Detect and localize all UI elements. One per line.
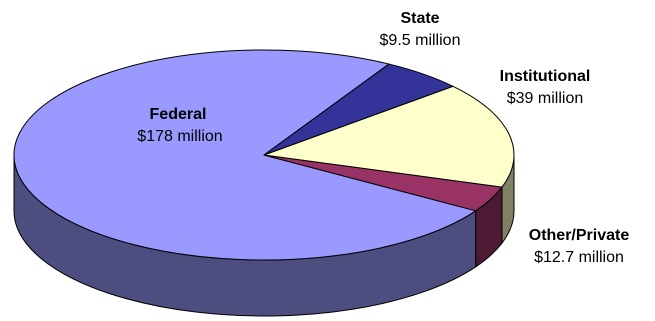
slice-institutional xyxy=(263,85,515,188)
label-other-private-name: Other/Private xyxy=(529,227,630,244)
label-state-name: State xyxy=(400,10,439,27)
pie-sides xyxy=(13,154,515,317)
label-institutional-value: $39 million xyxy=(507,90,583,107)
label-institutional: Institutional $39 million xyxy=(500,68,591,107)
pie-slices xyxy=(13,49,515,261)
label-federal: Federal $178 million xyxy=(137,106,222,145)
label-state-value: $9.5 million xyxy=(380,32,461,49)
label-federal-value: $178 million xyxy=(137,128,222,145)
label-other-private: Other/Private $12.7 million xyxy=(529,227,630,266)
slice-federal xyxy=(13,49,477,261)
label-federal-name: Federal xyxy=(150,106,207,123)
label-state: State $9.5 million xyxy=(380,10,461,49)
slice-other-private xyxy=(263,63,454,156)
label-other-private-value: $12.7 million xyxy=(534,249,624,266)
label-institutional-name: Institutional xyxy=(500,68,591,85)
